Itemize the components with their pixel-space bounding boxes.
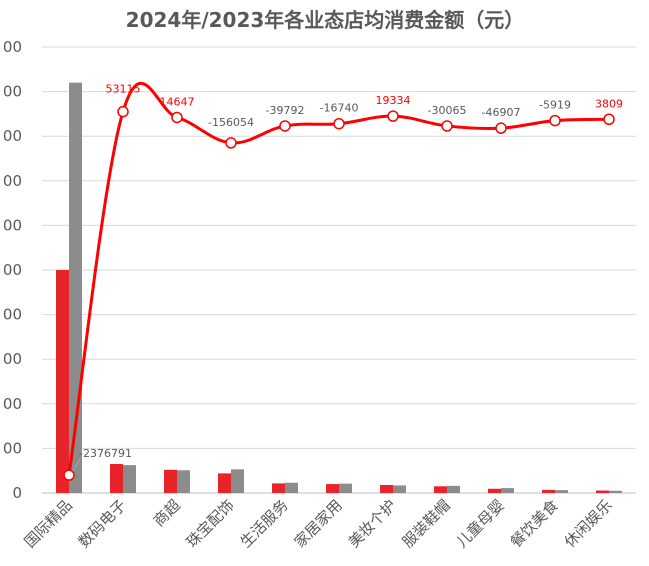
y-tick-label: 00 [3, 172, 22, 190]
category-label: 珠宝配饰 [183, 496, 238, 551]
line-point [333, 117, 345, 130]
data-label: 19334 [376, 94, 411, 107]
line-point [279, 120, 291, 132]
data-label: 53115 [106, 83, 141, 96]
y-tick-label: 00 [3, 38, 22, 56]
bar [123, 465, 136, 493]
y-tick-label: 00 [3, 216, 22, 234]
data-label: -39792 [266, 104, 305, 117]
line-point [171, 111, 183, 124]
bar [434, 486, 447, 493]
data-label: -30065 [428, 104, 467, 117]
y-tick-label: 00 [3, 127, 22, 145]
y-tick-label: 00 [3, 395, 22, 413]
bars [56, 82, 622, 494]
line-point [63, 469, 75, 481]
line-point [117, 105, 129, 118]
bar [339, 483, 352, 493]
bar [393, 485, 406, 493]
series-line [67, 81, 610, 476]
category-label: 国际精品 [21, 496, 76, 551]
bar [596, 490, 609, 493]
chart-title: 2024年/2023年各业态店均消费金额（元） [126, 8, 525, 32]
data-label: 14647 [160, 95, 195, 108]
bar [285, 482, 298, 493]
bar [447, 485, 460, 493]
data-label: 3809 [595, 97, 623, 110]
data-label: -2376791 [79, 447, 132, 460]
line-point [495, 122, 507, 134]
category-label: 家居家用 [291, 496, 346, 551]
y-tick-label: 00 [3, 261, 22, 279]
bar [488, 488, 501, 493]
category-label: 数码电子 [75, 496, 130, 551]
bar [164, 469, 177, 493]
data-labels: -2376791 53115 14647 -156054 -39792 -16740 193… [72, 83, 623, 472]
bar [555, 490, 568, 493]
bar [501, 488, 514, 493]
bar [56, 270, 69, 493]
category-label: 服装鞋帽 [399, 496, 454, 551]
line-point [549, 114, 561, 127]
data-label: -46907 [482, 106, 521, 119]
category-label: 休闲娱乐 [561, 496, 616, 551]
grid [42, 46, 636, 494]
bar [542, 489, 555, 493]
category-label: 餐饮美食 [507, 496, 562, 551]
bar [272, 483, 285, 493]
line-point [225, 137, 237, 149]
category-label: 商超 [150, 496, 184, 530]
line-point [441, 120, 453, 132]
label-leader [72, 458, 81, 472]
y-tick-label: 00 [3, 439, 22, 457]
bar [110, 464, 123, 493]
bar [177, 470, 190, 493]
y-tick-label: 00 [3, 83, 22, 101]
line-point [603, 113, 615, 126]
line-series [63, 81, 615, 481]
y-tick-label: 00 [3, 350, 22, 368]
bar [609, 490, 622, 493]
data-label: -5919 [539, 99, 571, 112]
bar [326, 484, 339, 493]
y-tick-label: 0 [12, 484, 22, 502]
data-label: -156054 [208, 116, 254, 129]
category-label: 生活服务 [237, 496, 292, 551]
line-point [387, 110, 399, 122]
bar [380, 484, 393, 493]
category-label: 美妆个护 [345, 496, 400, 551]
bar [218, 473, 231, 493]
category-label: 儿童母婴 [453, 496, 508, 551]
bar [231, 469, 244, 493]
data-label: -16740 [320, 102, 359, 115]
y-tick-label: 00 [3, 306, 22, 324]
